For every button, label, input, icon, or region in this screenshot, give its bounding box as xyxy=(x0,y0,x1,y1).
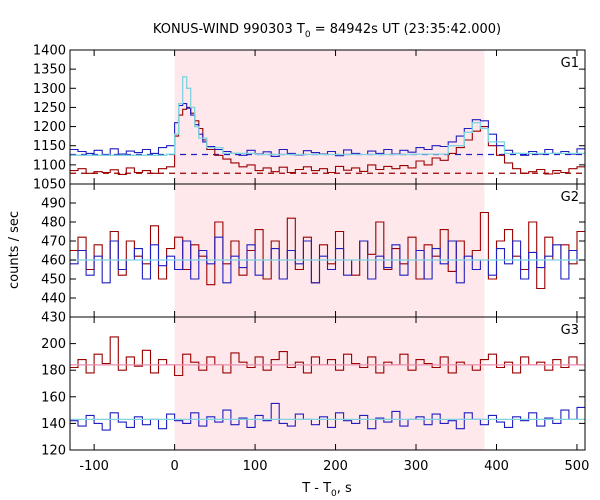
y-axis-label: counts / sec xyxy=(7,211,22,289)
series-red-line xyxy=(70,106,585,175)
panel-g1: 1050 1100 1150 1200 1250 1300 1350 1400 G1 xyxy=(33,44,585,193)
series-group xyxy=(70,336,585,431)
panel-frame xyxy=(69,316,586,451)
y-tick-label: 450 xyxy=(41,273,66,288)
panel-g2: 430 440 450 460 470 480 490 G2 xyxy=(41,184,585,326)
y-tick-label: 120 xyxy=(41,444,66,459)
x-tick-label: 500 xyxy=(565,459,590,474)
y-tick-label: 460 xyxy=(41,254,66,269)
series-group xyxy=(70,76,585,175)
series-blue-line xyxy=(70,103,585,157)
y-tick-label: 1200 xyxy=(33,120,66,135)
y-tick-label: 1250 xyxy=(33,101,66,116)
x-axis-label: T - T0, s xyxy=(301,481,352,499)
x-tick-label: 300 xyxy=(404,459,429,474)
series-fit-line xyxy=(70,76,585,156)
x-tick-label: 400 xyxy=(484,459,509,474)
y-tick-label: 1050 xyxy=(33,178,66,193)
plot-frame: -100 0 100 200 300 400 500 xyxy=(69,49,590,474)
shaded-region xyxy=(174,50,485,450)
y-tick-label: 1350 xyxy=(33,63,66,78)
shaded-interval xyxy=(174,50,485,450)
panel-name-label: G1 xyxy=(561,56,579,71)
y-tick-label: 1300 xyxy=(33,82,66,97)
y-tick-label: 1100 xyxy=(33,158,66,173)
y-tick-label: 430 xyxy=(41,311,66,326)
x-tick-label: -100 xyxy=(79,459,109,474)
x-tick-label: 0 xyxy=(170,459,178,474)
chart-title: KONUS-WIND 990303 T0 = 84942s UT (23:35:… xyxy=(153,22,501,40)
y-tick-label: 440 xyxy=(41,292,66,307)
y-tick-label: 140 xyxy=(41,417,66,432)
series-group xyxy=(70,211,585,290)
x-tick-label: 100 xyxy=(243,459,268,474)
series-blue-line xyxy=(70,402,585,431)
y-tick-label: 470 xyxy=(41,235,66,250)
y-tick-label: 1400 xyxy=(33,44,66,59)
panel-g3: 120 140 160 180 200 G3 xyxy=(41,317,585,459)
panel-name-label: G2 xyxy=(561,190,579,205)
x-tick-label: 200 xyxy=(323,459,348,474)
y-tick-label: 160 xyxy=(41,390,66,405)
series-blue-line xyxy=(70,236,585,284)
y-tick-label: 200 xyxy=(41,337,66,352)
y-tick-label: 180 xyxy=(41,364,66,379)
series-red-line xyxy=(70,211,585,290)
chart-panels: 1050 1100 1150 1200 1250 1300 1350 1400 G1 430 440… xyxy=(33,44,585,459)
panel-name-label: G3 xyxy=(561,323,579,338)
y-tick-label: 490 xyxy=(41,197,66,212)
y-tick-label: 480 xyxy=(41,216,66,231)
y-tick-label: 1150 xyxy=(33,139,66,154)
